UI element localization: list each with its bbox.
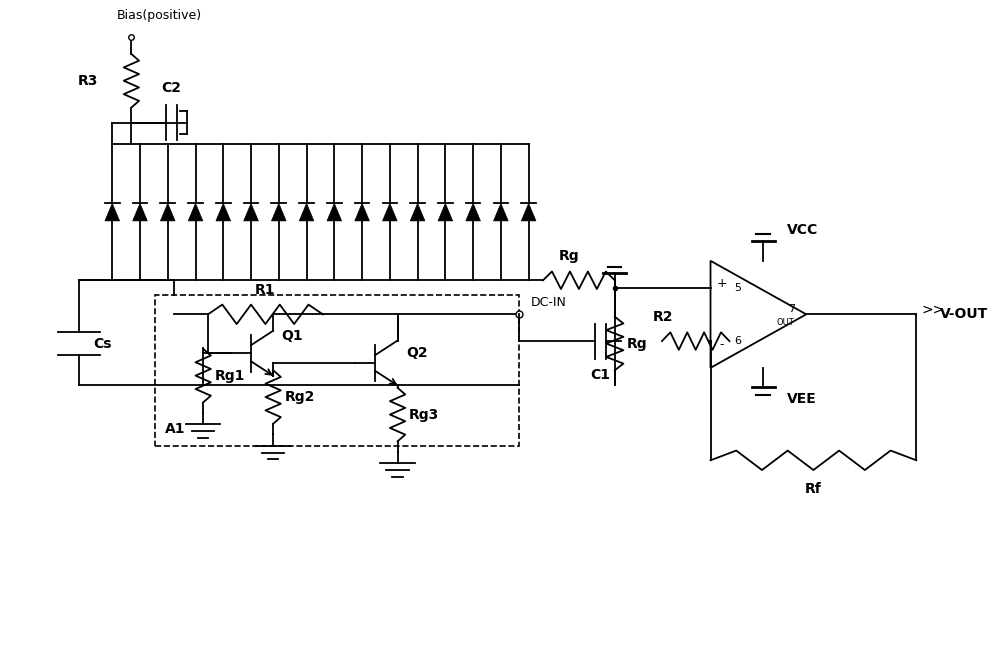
Text: 5: 5 xyxy=(734,283,741,292)
Polygon shape xyxy=(160,204,175,221)
Text: Rg2: Rg2 xyxy=(285,390,315,404)
Text: V-OUT: V-OUT xyxy=(940,307,988,321)
Polygon shape xyxy=(466,204,480,221)
Text: Rg1: Rg1 xyxy=(215,369,245,382)
Text: Rg: Rg xyxy=(559,249,580,263)
Text: OUT: OUT xyxy=(776,317,794,327)
Text: C1: C1 xyxy=(590,369,610,382)
Polygon shape xyxy=(327,204,342,221)
Text: R3: R3 xyxy=(78,74,98,88)
Polygon shape xyxy=(438,204,453,221)
Polygon shape xyxy=(133,204,147,221)
Text: A1: A1 xyxy=(165,422,185,436)
Polygon shape xyxy=(105,204,120,221)
Text: +: + xyxy=(717,277,727,290)
Text: R1: R1 xyxy=(255,283,276,297)
Text: Rf: Rf xyxy=(805,482,822,495)
Text: Rg: Rg xyxy=(626,336,647,351)
Text: Bias(positive): Bias(positive) xyxy=(117,9,202,22)
Polygon shape xyxy=(244,204,258,221)
Text: 6: 6 xyxy=(734,336,741,346)
Text: Q2: Q2 xyxy=(406,346,428,360)
Text: C2: C2 xyxy=(162,81,182,95)
Text: VEE: VEE xyxy=(787,392,817,406)
Polygon shape xyxy=(216,204,231,221)
Text: 7: 7 xyxy=(788,304,795,315)
Polygon shape xyxy=(410,204,425,221)
Text: R2: R2 xyxy=(653,309,673,323)
Polygon shape xyxy=(271,204,286,221)
Polygon shape xyxy=(355,204,369,221)
Text: -: - xyxy=(720,338,724,351)
Polygon shape xyxy=(383,204,397,221)
Polygon shape xyxy=(299,204,314,221)
Text: Cs: Cs xyxy=(93,336,112,351)
Text: >>: >> xyxy=(921,302,944,317)
Text: Rg3: Rg3 xyxy=(409,407,439,422)
Polygon shape xyxy=(521,204,536,221)
Polygon shape xyxy=(188,204,203,221)
Polygon shape xyxy=(494,204,508,221)
Text: DC-IN: DC-IN xyxy=(531,296,566,309)
Text: Q1: Q1 xyxy=(282,328,303,343)
Text: VCC: VCC xyxy=(787,223,818,237)
